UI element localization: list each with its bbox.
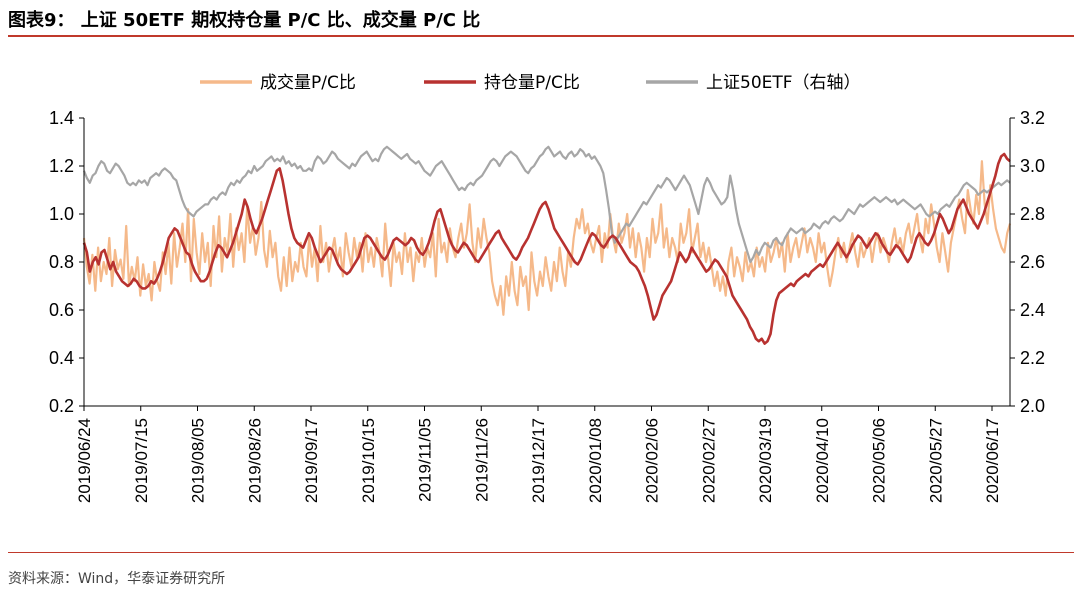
x-tick-label: 2020/05/27 [926, 418, 945, 503]
source-note: 资料来源：Wind，华泰证券研究所 [8, 571, 226, 587]
y-right-tick-label: 2.4 [1020, 300, 1045, 320]
x-tick-label: 2019/12/17 [529, 418, 548, 503]
y-left-tick-label: 1.2 [49, 156, 74, 176]
y-left-tick-label: 1.0 [49, 204, 74, 224]
x-tick-label: 2019/06/24 [75, 418, 94, 503]
y-left-tick-label: 0.4 [49, 348, 74, 368]
series-etf-line [82, 145, 1011, 264]
x-tick-label: 2019/07/15 [132, 418, 151, 503]
x-tick-label: 2019/08/05 [189, 418, 208, 503]
series-volume-pc-line [82, 160, 1012, 316]
y-right-tick-label: 2.0 [1020, 396, 1045, 416]
figure-title: 图表9： 上证 50ETF 期权持仓量 P/C 比、成交量 P/C 比 [8, 10, 481, 31]
legend-volume-pc-label: 成交量P/C比 [260, 73, 356, 93]
x-tick-label: 2019/08/26 [245, 418, 264, 503]
x-tick-label: 2019/11/05 [416, 418, 435, 502]
x-tick-label: 2020/03/19 [756, 418, 775, 503]
title-divider [8, 35, 1074, 37]
x-tick-label: 2020/01/08 [586, 418, 605, 503]
series-position-pc-line [82, 152, 1011, 345]
y-right-tick-label: 2.8 [1020, 204, 1045, 224]
y-left-tick-label: 1.4 [49, 108, 74, 128]
y-right-tick-label: 2.2 [1020, 348, 1045, 368]
y-left-tick-label: 0.2 [49, 396, 74, 416]
y-right-tick-label: 3.2 [1020, 108, 1045, 128]
legend-position-pc-label: 持仓量P/C比 [484, 73, 580, 93]
legend-etf-label: 上证50ETF（右轴） [706, 73, 861, 93]
x-tick-label: 2019/11/26 [472, 418, 491, 502]
y-left-tick-label: 0.6 [49, 300, 74, 320]
x-tick-label: 2020/05/06 [870, 418, 889, 503]
y-right-tick-label: 2.6 [1020, 252, 1045, 272]
y-left-tick-label: 0.8 [49, 252, 74, 272]
x-tick-label: 2019/09/17 [302, 418, 321, 503]
x-tick-label: 2020/02/27 [699, 418, 718, 503]
x-tick-label: 2019/10/15 [359, 418, 378, 503]
x-tick-label: 2020/06/17 [983, 418, 1002, 503]
footer-divider [8, 552, 1074, 553]
x-tick-label: 2020/04/10 [813, 418, 832, 503]
x-tick-label: 2020/02/06 [643, 418, 662, 503]
y-right-tick-label: 3.0 [1020, 156, 1045, 176]
